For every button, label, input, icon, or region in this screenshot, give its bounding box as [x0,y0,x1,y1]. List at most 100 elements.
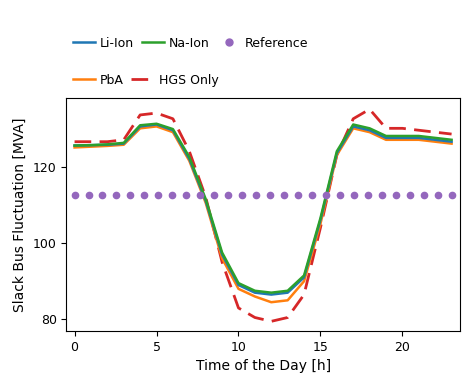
Reference [365,193,371,197]
Li-Ion [367,128,373,132]
HGS Only [203,195,209,199]
Na-Ion [72,143,77,148]
Li-Ion [88,143,94,147]
Na-Ion [186,155,192,159]
Na-Ion [170,127,176,131]
Li-Ion [334,151,340,155]
HGS Only [219,260,225,264]
Reference [114,193,119,197]
PbA [334,153,340,157]
Reference [211,193,217,197]
Reference [309,193,315,197]
PbA [72,145,77,150]
Li-Ion [383,136,389,140]
Na-Ion [203,197,209,201]
Na-Ion [400,134,405,138]
HGS Only [236,306,241,310]
Li-Ion [252,290,258,295]
PbA [383,138,389,142]
Reference [142,193,147,197]
PbA [219,256,225,261]
PbA [285,298,291,303]
Reference [100,193,105,197]
Na-Ion [154,121,159,126]
HGS Only [121,138,127,142]
Line: Reference: Reference [72,192,455,198]
HGS Only [104,139,110,144]
HGS Only [170,117,176,121]
PbA [432,139,438,144]
Na-Ion [236,281,241,285]
Li-Ion [186,157,192,161]
Na-Ion [219,250,225,255]
Na-Ion [449,138,455,142]
Reference [267,193,273,197]
Reference [253,193,259,197]
Li-Ion [301,275,307,280]
HGS Only [416,128,422,132]
Line: HGS Only: HGS Only [74,109,452,321]
Reference [379,193,384,197]
HGS Only [268,319,274,324]
Reference [435,193,440,197]
PbA [301,279,307,284]
Reference [155,193,161,197]
Line: PbA: PbA [74,126,452,302]
PbA [350,126,356,130]
HGS Only [137,113,143,117]
Na-Ion [350,122,356,127]
Na-Ion [334,149,340,153]
Reference [351,193,356,197]
Na-Ion [301,273,307,278]
HGS Only [318,226,323,230]
Reference [128,193,133,197]
PbA [400,138,405,142]
Na-Ion [367,126,373,130]
Reference [86,193,91,197]
Li-Ion [268,292,274,297]
PbA [236,287,241,291]
Li-Ion [203,199,209,203]
Reference [183,193,189,197]
Reference [281,193,287,197]
HGS Only [285,315,291,320]
Li-Ion [104,143,110,147]
Na-Ion [318,216,323,220]
Line: Na-Ion: Na-Ion [74,124,452,293]
PbA [367,130,373,134]
Reference [323,193,329,197]
PbA [170,130,176,134]
Na-Ion [383,134,389,138]
Li-Ion [318,218,323,222]
Li-Ion [236,283,241,287]
HGS Only [88,139,94,144]
PbA [268,300,274,305]
Reference [337,193,343,197]
Reference [407,193,412,197]
PbA [318,221,323,226]
Na-Ion [88,143,94,147]
Li-Ion [219,252,225,257]
PbA [203,201,209,205]
Reference [239,193,245,197]
Na-Ion [268,290,274,295]
Li-Ion [72,143,77,148]
PbA [104,144,110,148]
PbA [186,159,192,163]
HGS Only [350,117,356,121]
Reference [449,193,455,197]
Na-Ion [432,136,438,140]
Li-Ion [416,136,422,140]
HGS Only [367,107,373,111]
Na-Ion [121,141,127,145]
HGS Only [383,126,389,130]
PbA [88,144,94,149]
Y-axis label: Slack Bus Fluctuation [MVA]: Slack Bus Fluctuation [MVA] [13,117,27,312]
Li-Ion [449,139,455,144]
PbA [416,138,422,142]
X-axis label: Time of the Day [h]: Time of the Day [h] [195,359,331,373]
HGS Only [449,132,455,136]
PbA [121,143,127,147]
Li-Ion [285,290,291,295]
HGS Only [154,111,159,115]
